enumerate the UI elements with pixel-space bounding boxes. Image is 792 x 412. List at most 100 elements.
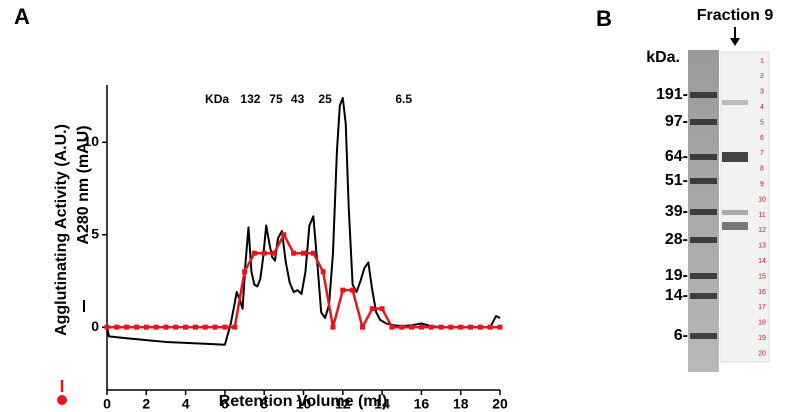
gel-band — [722, 100, 748, 105]
gel-title: Fraction 9 — [697, 7, 774, 24]
data-point — [428, 324, 434, 330]
ladder-band — [690, 119, 717, 125]
data-point — [222, 324, 228, 330]
gel-band — [722, 222, 748, 230]
data-point — [458, 324, 464, 330]
lane-number: 14 — [758, 258, 766, 265]
annotation: 43 — [291, 92, 305, 106]
lane-number: 1 — [760, 58, 764, 65]
ladder-band — [690, 154, 717, 160]
data-point — [153, 324, 159, 330]
lane-number: 2 — [760, 73, 764, 80]
data-point — [418, 324, 424, 330]
data-point — [477, 324, 483, 330]
lane-number: 18 — [758, 320, 766, 327]
marker-label: 64- — [665, 148, 688, 165]
panel-label: A — [14, 4, 30, 29]
y-tick-label: 5 — [91, 225, 99, 241]
panel-label: B — [596, 6, 612, 31]
data-point — [340, 287, 346, 293]
data-point — [192, 324, 198, 330]
annotation: 132 — [240, 92, 260, 106]
data-point — [114, 324, 120, 330]
annotation: 75 — [269, 92, 283, 106]
data-point — [369, 306, 375, 312]
data-point — [271, 250, 277, 256]
x-tick-label: 2 — [142, 396, 150, 412]
ladder-band — [690, 293, 717, 299]
data-point — [379, 306, 385, 312]
y-tick-label: 10 — [83, 133, 99, 149]
x-tick-label: 4 — [182, 396, 190, 412]
data-point — [310, 250, 316, 256]
lane-number: 13 — [758, 243, 766, 250]
data-point — [124, 324, 130, 330]
data-point — [104, 324, 110, 330]
lane-number: 15 — [758, 273, 766, 280]
x-tick-label: 10 — [296, 396, 312, 412]
y-tick-label: 0 — [91, 318, 99, 334]
arrow-head — [730, 38, 740, 46]
lane-number: 3 — [760, 89, 764, 96]
lane-number: 10 — [758, 196, 766, 203]
data-point — [497, 324, 503, 330]
data-point — [281, 232, 287, 238]
x-tick-label: 20 — [492, 396, 508, 412]
data-point — [350, 287, 356, 293]
ladder-band — [690, 333, 717, 339]
marker-label: 39- — [665, 203, 688, 220]
ladder-band — [690, 92, 717, 98]
x-tick-label: 14 — [374, 396, 390, 412]
lane-number: 4 — [760, 104, 764, 111]
data-point — [320, 269, 326, 275]
gel-band — [722, 210, 748, 215]
data-point — [301, 250, 306, 256]
annotation: 6.5 — [395, 92, 412, 106]
data-point — [409, 324, 415, 330]
lane-number: 12 — [758, 227, 766, 234]
data-point — [330, 324, 336, 330]
x-tick-label: 12 — [335, 396, 351, 412]
marker-label: 6- — [674, 327, 688, 344]
legend-label: Agglutinating Activity (A.U.) — [53, 124, 70, 336]
x-tick-label: 8 — [260, 396, 268, 412]
data-point — [212, 324, 218, 330]
fraction-lane — [720, 51, 770, 363]
lane-number: 17 — [758, 304, 766, 311]
x-tick-label: 18 — [453, 396, 469, 412]
annotation: 25 — [318, 92, 332, 106]
lane-number: 16 — [758, 289, 766, 296]
gel-band — [722, 152, 748, 162]
x-tick-label: 0 — [103, 396, 111, 412]
data-point — [133, 324, 139, 330]
data-point — [242, 269, 248, 275]
marker-label: 51- — [665, 172, 688, 189]
ladder-band — [690, 237, 717, 243]
lane-number: 8 — [760, 166, 764, 173]
marker-label: 19- — [665, 267, 688, 284]
data-point — [173, 324, 179, 330]
marker-label: 28- — [665, 231, 688, 248]
data-point — [183, 324, 189, 330]
series-line — [106, 96, 501, 346]
ladder-band — [690, 209, 717, 215]
data-point — [448, 324, 454, 330]
data-point — [399, 324, 405, 330]
legend-marker — [57, 395, 67, 405]
lane-number: 19 — [758, 335, 766, 342]
unit-label: kDa. — [646, 49, 680, 66]
data-point — [468, 324, 474, 330]
ladder-band — [690, 178, 717, 184]
annotation: KDa — [205, 92, 229, 106]
gel-labels: 191-97-64-51-39-28-19-14-6-1234567891011… — [656, 58, 766, 358]
lane-number: 7 — [760, 150, 764, 157]
data-point — [202, 324, 208, 330]
ladder-band — [690, 273, 717, 279]
lane-number: 20 — [758, 350, 766, 357]
lane-number: 11 — [758, 212, 765, 219]
marker-label: 97- — [665, 113, 688, 130]
marker-label: 14- — [665, 287, 688, 304]
x-tick-label: 6 — [221, 396, 229, 412]
data-point — [359, 324, 365, 330]
